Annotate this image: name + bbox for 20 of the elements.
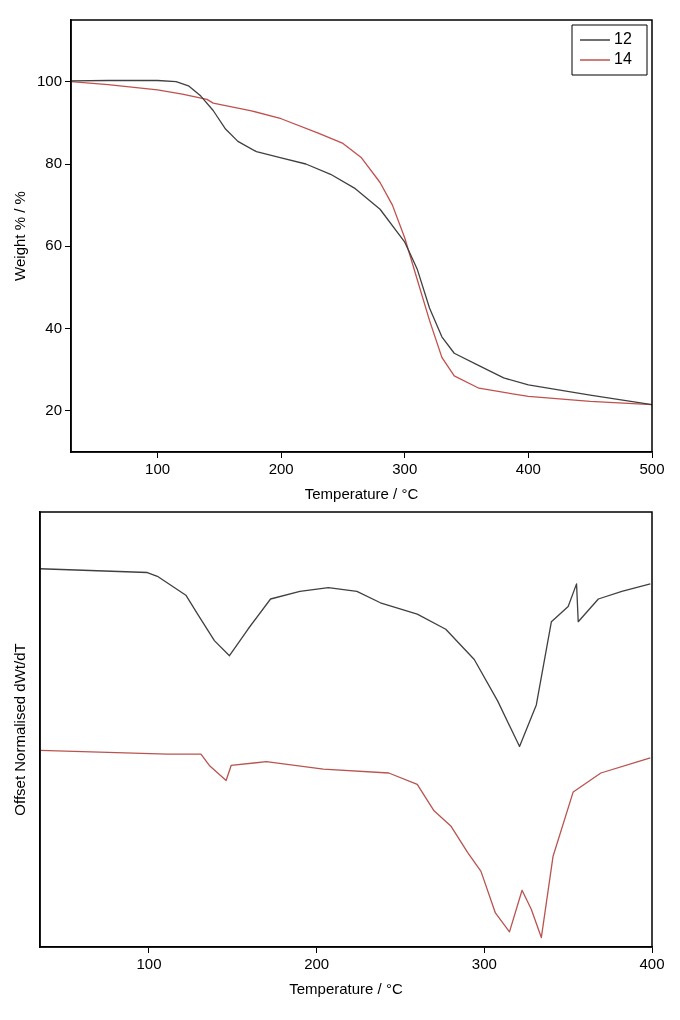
y-tick-label: 20 bbox=[45, 401, 63, 418]
x-tick-label: 400 bbox=[639, 955, 665, 973]
y-axis-title: Offset Normalised dWt/dT bbox=[11, 643, 29, 816]
x-tick-label: 400 bbox=[515, 460, 541, 478]
x-tick-label: 300 bbox=[392, 460, 418, 478]
x-axis-title: Temperature / °C bbox=[304, 485, 419, 503]
x-tick-label: 100 bbox=[145, 460, 171, 478]
y-tick-label: 40 bbox=[45, 318, 63, 336]
legend-label: 14 bbox=[614, 50, 632, 68]
y-axis-title: Weight % / % bbox=[11, 191, 29, 281]
x-tick-label: 500 bbox=[639, 460, 665, 478]
x-tick-label: 100 bbox=[136, 955, 162, 973]
x-tick-label: 300 bbox=[471, 955, 497, 973]
y-tick-label: 60 bbox=[45, 236, 63, 254]
y-tick-label: 100 bbox=[37, 71, 63, 89]
x-axis-title: Temperature / °C bbox=[289, 980, 403, 998]
x-tick-label: 200 bbox=[304, 955, 330, 973]
x-tick-label: 200 bbox=[268, 460, 294, 478]
legend-label: 12 bbox=[614, 30, 632, 48]
y-tick-label: 80 bbox=[45, 154, 63, 172]
